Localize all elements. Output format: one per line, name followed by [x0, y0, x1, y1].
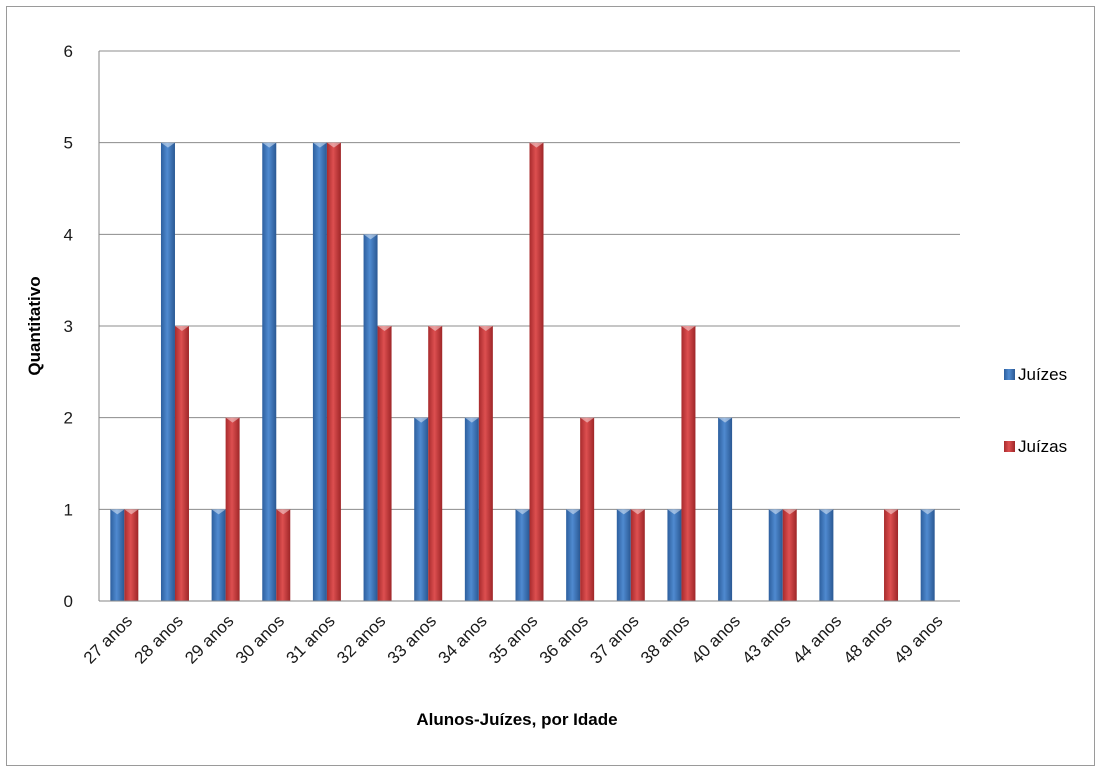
bar-cap [377, 326, 392, 331]
bar-cap [884, 509, 899, 515]
bar [464, 417, 479, 601]
bar [262, 142, 277, 601]
bar-cap [464, 417, 479, 423]
y-axis-ticks: 0 1 2 3 4 5 6 [64, 42, 73, 611]
bar [326, 142, 341, 601]
x-tick-label: 29 anos [181, 611, 237, 667]
bar-cap [782, 509, 797, 515]
x-tick-label: 48 anos [840, 611, 896, 667]
x-tick-label: 36 anos [536, 611, 592, 667]
bar-cap [211, 509, 226, 515]
bar-cap [326, 142, 341, 148]
bar [174, 326, 189, 601]
bar [718, 417, 733, 601]
x-tick-label: 43 anos [738, 611, 794, 667]
bar [160, 142, 175, 601]
y-tick-label: 1 [64, 500, 73, 519]
bars [110, 142, 935, 602]
bar-cap [616, 509, 631, 515]
bar-cap [414, 417, 429, 423]
bar [768, 509, 783, 601]
x-tick-label: 37 anos [586, 611, 642, 667]
bar [616, 509, 631, 601]
y-tick-label: 3 [64, 317, 73, 336]
bar-cap [667, 509, 682, 515]
x-tick-label: 49 anos [890, 611, 946, 667]
x-axis-title: Alunos-Juízes, por Idade [416, 710, 617, 729]
bar-cap [681, 326, 696, 331]
bar [110, 509, 125, 601]
x-tick-label: 44 anos [789, 611, 845, 667]
bar [566, 509, 581, 601]
bar [515, 509, 530, 601]
bar-cap [363, 234, 378, 240]
bar [920, 509, 935, 601]
bar [363, 234, 378, 602]
x-tick-label: 30 anos [232, 611, 288, 667]
bar-cap [718, 417, 733, 423]
bar-cap [529, 142, 544, 148]
bar [884, 509, 899, 601]
bar-cap [515, 509, 530, 515]
bar [630, 509, 645, 601]
bar [529, 142, 544, 601]
legend: Juízes Juízas [1004, 365, 1067, 456]
y-axis-title: Quantitativo [25, 276, 44, 375]
bar-cap [580, 417, 595, 423]
bar [211, 509, 226, 601]
bar [478, 326, 493, 601]
bar [225, 417, 240, 601]
bar-cap [566, 509, 581, 515]
bar-cap [920, 509, 935, 515]
bar [312, 142, 327, 601]
bar-cap [630, 509, 645, 515]
x-tick-label: 40 anos [688, 611, 744, 667]
x-tick-label: 38 anos [637, 611, 693, 667]
x-tick-label: 33 anos [384, 611, 440, 667]
bar [782, 509, 797, 601]
x-tick-label: 28 anos [131, 611, 187, 667]
bar-cap [124, 509, 139, 515]
bar-cap [276, 509, 291, 515]
x-tick-label: 32 anos [333, 611, 389, 667]
bar [580, 417, 595, 601]
x-tick-label: 34 anos [434, 611, 490, 667]
y-tick-label: 2 [64, 409, 73, 428]
bar-cap [160, 142, 175, 148]
x-tick-label: 27 anos [80, 611, 136, 667]
bar [124, 509, 139, 601]
bar-cap [110, 509, 125, 515]
bar-cap [819, 509, 834, 515]
bar-cap [768, 509, 783, 515]
bar-cap [428, 326, 443, 331]
bar [276, 509, 291, 601]
x-tick-label: 31 anos [283, 611, 339, 667]
y-tick-label: 0 [64, 592, 73, 611]
bar [819, 509, 834, 601]
y-tick-label: 4 [64, 225, 73, 244]
bar-cap [312, 142, 327, 148]
bar [428, 326, 443, 601]
bar-cap [478, 326, 493, 331]
bar-cap [262, 142, 277, 148]
y-tick-label: 5 [64, 134, 73, 153]
bar [681, 326, 696, 601]
bar-cap [225, 417, 240, 423]
y-tick-label: 6 [64, 42, 73, 61]
bar-cap [174, 326, 189, 331]
legend-swatch [1004, 369, 1015, 380]
x-tick-label: 35 anos [485, 611, 541, 667]
bar [667, 509, 682, 601]
bar [377, 326, 392, 601]
legend-swatch [1004, 441, 1015, 452]
legend-label: Juízes [1018, 365, 1067, 384]
bar [414, 417, 429, 601]
legend-label: Juízas [1018, 437, 1067, 456]
